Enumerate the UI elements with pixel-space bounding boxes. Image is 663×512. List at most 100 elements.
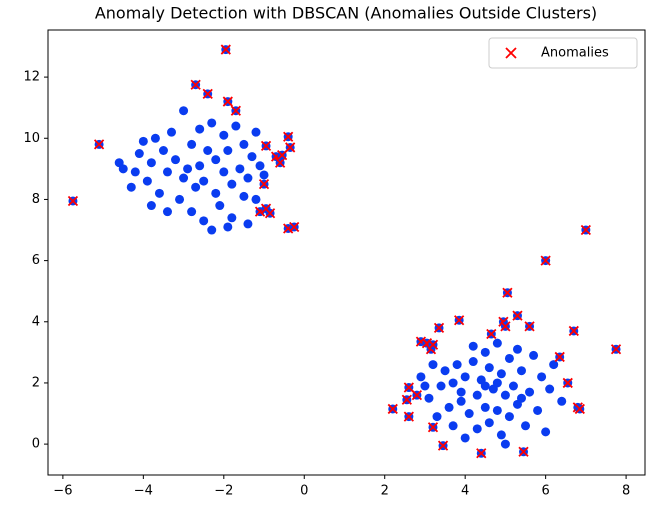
point — [243, 173, 253, 183]
anomaly-marker — [264, 208, 276, 219]
point — [215, 201, 225, 211]
point — [146, 158, 156, 168]
point — [456, 387, 466, 397]
point — [203, 146, 213, 156]
point — [171, 155, 181, 165]
point — [251, 127, 261, 137]
anomaly-marker — [258, 179, 270, 190]
point — [416, 372, 426, 382]
point — [195, 124, 205, 134]
point — [460, 372, 470, 382]
point — [500, 439, 510, 449]
anomaly-marker — [190, 79, 201, 90]
anomaly-marker — [93, 139, 105, 150]
point — [219, 167, 229, 177]
anomaly-marker — [230, 105, 242, 116]
point — [183, 164, 193, 174]
point — [179, 106, 189, 116]
anomaly-marker — [67, 195, 79, 207]
anomaly-marker — [276, 149, 288, 161]
point — [154, 188, 164, 198]
point — [199, 176, 209, 186]
anomaly-marker — [202, 88, 213, 100]
y-tick-label: 8 — [32, 192, 40, 207]
point — [545, 384, 555, 394]
anomaly-marker — [222, 96, 233, 107]
x-tick-label: −2 — [214, 484, 233, 499]
anomaly-marker — [387, 403, 398, 415]
point — [138, 136, 148, 146]
anomaly-marker — [518, 446, 529, 457]
y-tick-label: 0 — [32, 437, 40, 452]
anomaly-marker — [285, 142, 296, 153]
point — [179, 173, 189, 183]
point — [158, 146, 168, 156]
point — [223, 222, 233, 232]
point — [255, 161, 265, 171]
point — [500, 390, 510, 400]
point — [118, 164, 128, 174]
anomaly-marker — [289, 221, 300, 233]
y-tick-label: 12 — [23, 70, 40, 85]
anomaly-marker — [476, 448, 487, 459]
anomaly-marker — [437, 440, 449, 451]
y-tick-label: 10 — [23, 131, 40, 146]
point — [557, 396, 567, 406]
point — [436, 381, 446, 391]
point — [187, 139, 197, 149]
legend-box — [488, 37, 638, 69]
anomaly-marker — [403, 382, 414, 393]
point — [207, 118, 217, 128]
plot-frame — [47, 29, 646, 476]
point — [259, 170, 269, 180]
point — [516, 366, 526, 376]
point — [195, 161, 205, 171]
point — [460, 433, 470, 443]
anomaly-marker — [427, 339, 439, 350]
point — [420, 381, 430, 391]
point — [504, 353, 514, 363]
point — [207, 225, 217, 235]
point — [227, 179, 237, 189]
point — [472, 390, 482, 400]
point — [243, 219, 253, 229]
point — [134, 149, 144, 159]
anomaly-marker — [220, 44, 231, 55]
point — [537, 372, 547, 382]
point — [187, 207, 197, 217]
point — [167, 127, 177, 137]
point — [227, 213, 237, 223]
point — [492, 405, 502, 415]
point — [516, 393, 526, 403]
point — [146, 201, 156, 211]
point — [231, 121, 241, 131]
point — [496, 369, 506, 379]
point — [239, 191, 249, 201]
point — [247, 152, 257, 162]
anomaly-marker — [512, 310, 523, 321]
x-tick-label: −6 — [53, 484, 72, 499]
point — [504, 412, 514, 422]
x-tick-label: 0 — [300, 484, 308, 499]
point — [428, 360, 438, 370]
anomaly-marker — [502, 287, 513, 298]
anomaly-marker — [562, 377, 573, 389]
point — [251, 194, 261, 204]
point — [142, 176, 152, 186]
x-tick-label: 8 — [622, 484, 630, 499]
point — [223, 146, 233, 156]
point — [162, 207, 172, 217]
point — [130, 167, 140, 177]
anomaly-marker — [260, 140, 272, 152]
anomaly-marker — [454, 315, 465, 326]
point — [199, 216, 209, 226]
y-tick-label: 2 — [32, 375, 40, 390]
point — [480, 402, 490, 412]
anomaly-marker — [540, 255, 551, 266]
point — [126, 182, 136, 192]
point — [492, 338, 502, 348]
anomaly-marker — [274, 157, 286, 168]
point — [468, 357, 478, 367]
point — [424, 393, 434, 403]
